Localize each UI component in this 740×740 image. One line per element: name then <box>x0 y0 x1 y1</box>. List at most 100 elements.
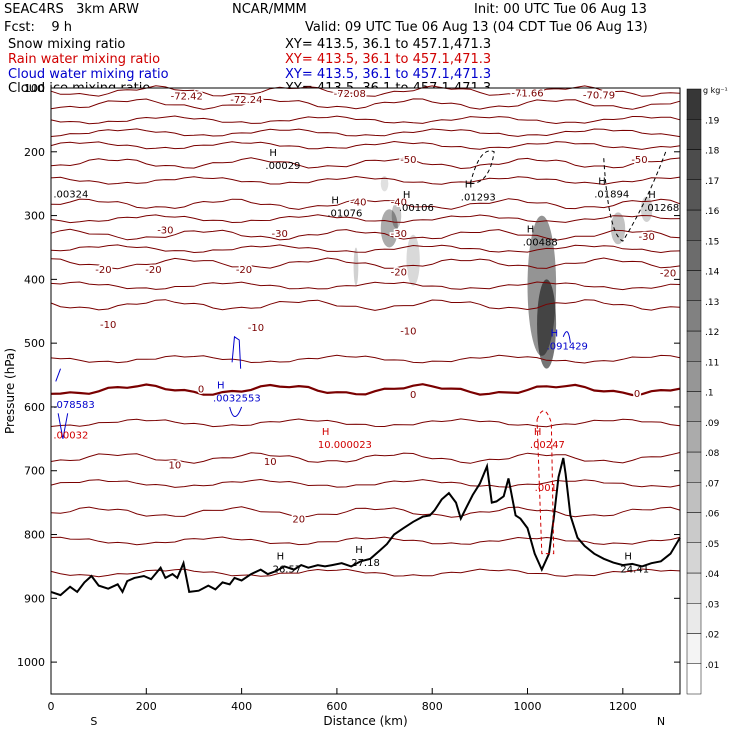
contour-label: 10 <box>169 460 182 471</box>
max-marker: H <box>355 545 363 556</box>
y-tick-label: 1000 <box>17 656 45 669</box>
colorbar-segment <box>686 603 702 634</box>
max-marker: H <box>331 196 339 207</box>
max-value-label: .078583 <box>53 400 94 411</box>
colorbar-segment <box>686 663 702 695</box>
project-title: SEAC4RS 3km ARW <box>4 2 140 17</box>
max-value-label: 27.18 <box>351 558 380 569</box>
temp-contour-6 <box>50 299 681 311</box>
max-marker: H <box>403 190 411 201</box>
max-marker: H <box>648 190 656 201</box>
cloud-water-contour-2 <box>55 368 69 439</box>
temp-contour-7 <box>50 383 681 397</box>
x-axis-title: Distance (km) <box>323 714 407 728</box>
max-value-label: .091429 <box>547 341 588 352</box>
max-value-label: .00106 <box>399 203 434 214</box>
colorbar-segment <box>686 270 702 301</box>
cloud-ice-contour-1 <box>469 150 495 185</box>
max-value-label: 10.000023 <box>318 440 372 451</box>
temp-contour-2 <box>50 157 681 170</box>
y-tick-label: 200 <box>24 146 45 159</box>
x-tick-label: 800 <box>422 700 443 713</box>
contour-label: -20 <box>95 265 111 276</box>
isotherm-line-1 <box>50 128 681 138</box>
colorbar-tick-label: .02 <box>705 631 719 641</box>
colorbar-segment <box>686 572 702 604</box>
snow-shading-2 <box>353 247 359 286</box>
contour-label: -50 <box>400 155 416 166</box>
max-value-label: .01268 <box>644 203 679 214</box>
contour-label: 0 <box>198 384 204 395</box>
cloud-ice-contour-2 <box>603 151 667 242</box>
x-axis-right-end: N <box>657 715 665 728</box>
contour-label: -40 <box>350 198 366 209</box>
colorbar-unit: g kg⁻¹ <box>703 86 728 95</box>
isotherm-line-9 <box>50 478 681 488</box>
max-value-label: .01894 <box>594 190 629 201</box>
colorbar-segment <box>686 300 702 332</box>
colorbar-segment <box>686 361 702 392</box>
snow-shading-6 <box>610 212 626 245</box>
contour-label: -72.08 <box>334 89 366 100</box>
valid-time: Valid: 09 UTC Tue 06 Aug 13 (04 CDT Tue … <box>305 20 648 35</box>
colorbar-segment <box>686 391 702 422</box>
max-value-label: 24.41 <box>620 565 649 576</box>
colorbar-tick-label: .12 <box>705 328 719 338</box>
max-marker: H <box>277 552 285 563</box>
colorbar-tick-label: .04 <box>705 570 720 580</box>
colorbar-tick-label: .03 <box>705 600 719 610</box>
colorbar-tick-label: .16 <box>705 207 720 217</box>
y-tick-label: 400 <box>24 273 45 286</box>
isotherm-line-10 <box>50 536 681 546</box>
y-tick-label: 700 <box>24 465 45 478</box>
max-value-label: .001 <box>535 483 557 494</box>
max-marker: H <box>624 552 632 563</box>
isotherm-line-7 <box>50 354 681 364</box>
colorbar-tick-label: .14 <box>705 268 720 278</box>
xy-label-snow: XY= 413.5, 36.1 to 457.1,471.3 <box>285 37 492 52</box>
temp-contour-1 <box>50 98 681 110</box>
colorbar-segment <box>686 542 702 574</box>
colorbar-segment <box>686 209 702 241</box>
temp-contour-8 <box>50 452 681 464</box>
contour-label: -30 <box>638 232 654 243</box>
colorbar-tick-label: .1 <box>705 389 714 399</box>
colorbar-tick-label: .08 <box>705 449 720 459</box>
max-value-label: .00029 <box>265 161 300 172</box>
max-value-label: .00032 <box>53 431 88 442</box>
x-tick-label: 600 <box>326 700 347 713</box>
snow-shading-0 <box>380 209 398 248</box>
contour-label: -70.79 <box>583 90 615 101</box>
xy-label-cloudwater: XY= 413.5, 36.1 to 457.1,471.3 <box>285 67 492 82</box>
x-axis-left-end: S <box>90 715 97 728</box>
temp-contour-5 <box>50 257 681 270</box>
colorbar-segment <box>686 421 702 453</box>
org-label: NCAR/MMM <box>232 2 307 17</box>
colorbar-tick-label: .09 <box>705 419 720 429</box>
plot-frame <box>50 87 681 695</box>
colorbar-segment <box>686 88 702 120</box>
xy-label-rain: XY= 413.5, 36.1 to 457.1,471.3 <box>285 52 492 67</box>
x-tick-label: 400 <box>231 700 252 713</box>
max-value-label: .00488 <box>523 237 558 248</box>
y-tick-label: 500 <box>24 337 45 350</box>
contour-label: -10 <box>400 326 416 337</box>
y-tick-label: 800 <box>24 529 45 542</box>
colorbar-segment <box>686 330 702 362</box>
max-value-label: .00247 <box>530 440 565 451</box>
colorbar-segment <box>686 119 702 150</box>
contour-label: -72.24 <box>230 95 262 106</box>
y-tick-label: 600 <box>24 401 45 414</box>
max-value-label: .00324 <box>53 190 88 201</box>
colorbar-tick-label: .07 <box>705 479 719 489</box>
contour-label: -30 <box>391 229 407 240</box>
contour-label: -20 <box>391 268 407 279</box>
max-value-label: .0032553 <box>213 394 261 405</box>
contour-label: -72.42 <box>171 92 203 103</box>
y-tick-label: 100 <box>24 82 45 95</box>
colorbar-segment <box>686 240 702 271</box>
terrain-line <box>50 457 681 597</box>
temp-contour-3 <box>50 198 681 210</box>
isotherm-line-6 <box>50 281 681 291</box>
